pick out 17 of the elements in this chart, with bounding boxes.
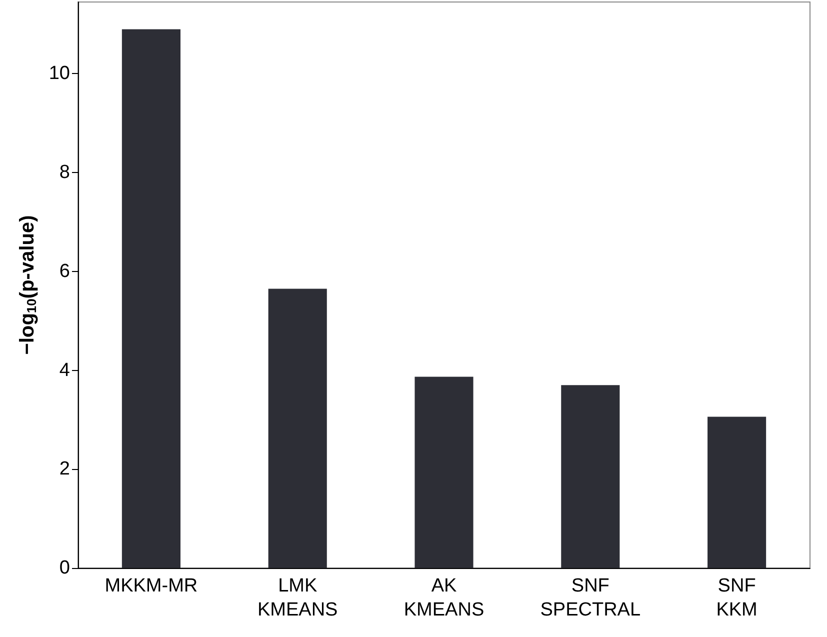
x-tick-label: LMK KMEANS <box>257 576 338 620</box>
y-tick-label: 8 <box>59 162 70 184</box>
bar <box>268 288 327 568</box>
y-tick-label: 6 <box>59 260 70 282</box>
bar <box>122 29 180 568</box>
x-tick-label: SNF KKM <box>716 576 758 620</box>
y-tick-label: 4 <box>59 360 70 381</box>
x-tick-label: AK KMEANS <box>404 576 484 620</box>
bar <box>414 376 474 568</box>
y-axis-title: −log10(p-value) <box>16 215 39 355</box>
x-tick-label: SNF SPECTRAL <box>540 576 641 620</box>
bar <box>708 416 766 568</box>
x-tick-label: MKKM-MR <box>104 576 198 596</box>
bar <box>561 385 620 568</box>
y-tick-label: 0 <box>59 558 70 578</box>
y-tick-label: 10 <box>48 63 70 84</box>
y-tick-label: 2 <box>59 458 70 480</box>
